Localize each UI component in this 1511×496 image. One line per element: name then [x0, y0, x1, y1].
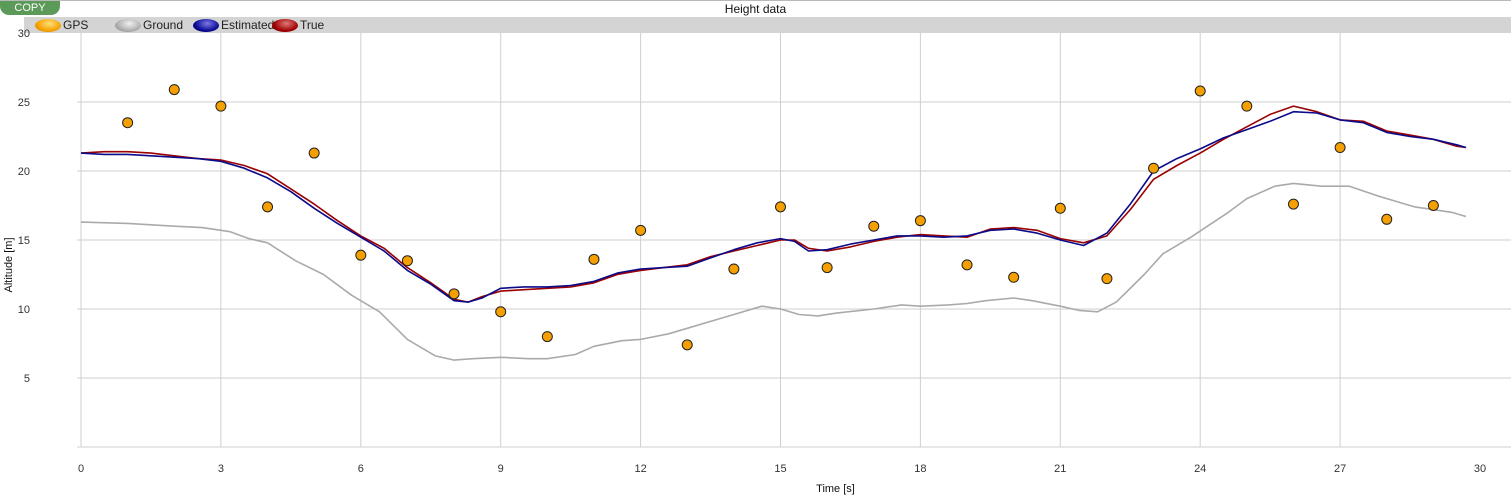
gps-point: [448, 288, 460, 300]
gps-point: [1101, 273, 1113, 285]
gps-point: [914, 215, 926, 227]
gps-point: [1194, 85, 1206, 97]
gps-point: [122, 117, 134, 129]
series-line-true: [80, 105, 1467, 303]
gps-point: [961, 259, 973, 271]
gps-point: [308, 147, 320, 159]
gps-swatch-icon: [35, 18, 61, 32]
series-line-ground: [80, 182, 1467, 361]
gps-point: [355, 249, 367, 261]
gps-point: [262, 201, 274, 213]
legend-item-true: True: [272, 17, 324, 33]
gps-point: [821, 262, 833, 274]
legend: GPS Ground Estimated True: [24, 17, 1511, 33]
gps-point: [635, 224, 647, 236]
legend-item-gps: GPS: [35, 17, 88, 33]
gps-point: [401, 255, 413, 267]
gps-point: [1241, 100, 1253, 112]
chart-title: Height data: [724, 2, 787, 16]
y-tick-label: 30: [18, 28, 30, 40]
gps-point: [588, 253, 600, 265]
x-tick-label: 21: [1054, 463, 1066, 475]
x-tick-label: 6: [358, 463, 364, 475]
gps-point: [775, 201, 786, 213]
gps-point: [681, 339, 693, 351]
x-tick-label: 15: [774, 463, 786, 475]
gps-point: [1148, 162, 1160, 174]
y-tick-label: 15: [18, 235, 30, 247]
gps-point: [868, 220, 880, 232]
gps-point: [1334, 142, 1346, 154]
gps-point: [1381, 213, 1393, 225]
gps-point: [1054, 202, 1066, 214]
gps-point: [1008, 271, 1020, 283]
legend-label-true: True: [300, 18, 325, 32]
legend-label-estimated: Estimated: [221, 18, 275, 32]
true-swatch-icon: [272, 18, 298, 32]
x-tick-label: 0: [78, 463, 84, 475]
gps-point: [495, 306, 507, 318]
gps-point: [728, 263, 740, 275]
gps-point: [1287, 198, 1299, 210]
x-tick-label: 18: [914, 463, 926, 475]
gps-point: [541, 331, 553, 343]
y-tick-label: 25: [18, 97, 30, 109]
x-tick-label: 27: [1334, 463, 1346, 475]
x-tick-label: 3: [218, 463, 224, 475]
legend-item-ground: Ground: [115, 17, 183, 33]
copy-button[interactable]: COPY: [0, 1, 60, 15]
x-tick-label: 24: [1194, 463, 1206, 475]
y-axis-label: Altitude [m]: [3, 237, 15, 292]
y-tick-label: 5: [24, 373, 30, 385]
y-tick-label: 20: [18, 166, 30, 178]
gps-point: [215, 100, 227, 112]
estimated-swatch-icon: [193, 18, 219, 32]
ground-swatch-icon: [115, 18, 141, 32]
y-tick-label: 10: [18, 304, 30, 316]
x-axis-label: Time [s]: [816, 483, 855, 495]
gps-point: [1427, 200, 1439, 211]
top-border: [0, 0, 1511, 1]
x-tick-label: 30: [1474, 463, 1486, 475]
gps-point: [168, 84, 180, 96]
x-tick-label: 12: [634, 463, 646, 475]
series-line-estimated: [80, 110, 1467, 303]
legend-label-ground: Ground: [143, 18, 184, 32]
x-tick-label: 9: [498, 463, 504, 475]
legend-label-gps: GPS: [63, 18, 89, 32]
legend-item-estimated: Estimated: [193, 17, 274, 33]
